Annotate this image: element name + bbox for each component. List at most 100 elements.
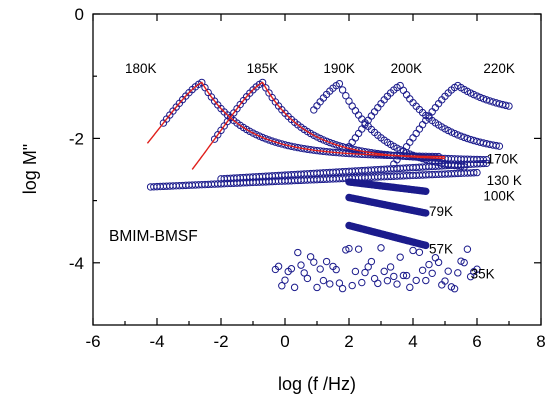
data-point <box>358 125 366 133</box>
data-point <box>338 86 347 94</box>
data-point <box>332 141 340 149</box>
data-point <box>399 271 408 280</box>
data-point <box>450 285 459 293</box>
data-point <box>319 276 328 285</box>
data-point <box>316 265 324 273</box>
data-point <box>422 187 430 195</box>
data-point <box>258 133 267 142</box>
data-point <box>274 262 283 271</box>
series-label: 57K <box>429 241 453 256</box>
data-point <box>367 112 376 120</box>
data-point <box>338 284 347 293</box>
data-point <box>351 134 360 142</box>
chart-marks <box>146 78 513 293</box>
data-point <box>466 135 475 144</box>
x-tick-label: 4 <box>408 332 417 351</box>
data-point <box>399 86 408 95</box>
data-point <box>329 139 337 148</box>
data-point <box>441 277 449 285</box>
data-point <box>348 281 356 290</box>
data-point <box>406 283 414 292</box>
data-point <box>457 132 465 140</box>
data-point <box>444 267 452 275</box>
data-point <box>505 102 513 110</box>
data-point <box>409 134 417 142</box>
fit-lines <box>146 81 446 170</box>
data-point <box>351 107 360 115</box>
series-57K <box>345 221 430 250</box>
data-point <box>425 260 433 269</box>
x-tick-label: 8 <box>536 332 545 351</box>
data-point <box>479 94 488 103</box>
data-point <box>428 269 436 277</box>
data-point <box>383 276 392 285</box>
data-point <box>422 209 430 217</box>
data-point <box>386 263 395 271</box>
data-point <box>406 138 414 146</box>
data-point <box>422 241 430 250</box>
data-point <box>476 93 484 102</box>
data-point <box>297 261 305 269</box>
x-tick-label: 6 <box>472 332 481 351</box>
data-point <box>332 265 340 274</box>
data-point <box>482 159 491 167</box>
data-point <box>492 141 500 150</box>
series-label: 180K <box>125 61 157 76</box>
data-point <box>396 253 404 261</box>
data-point <box>402 142 411 151</box>
data-point <box>310 258 318 266</box>
data-point <box>428 108 436 116</box>
data-point <box>313 283 321 292</box>
series-35K <box>271 244 481 293</box>
data-point <box>377 244 385 252</box>
data-point <box>306 253 315 261</box>
data-point <box>278 282 286 290</box>
data-point <box>495 142 504 150</box>
data-point <box>258 78 267 87</box>
series-label: 220K <box>483 61 515 76</box>
data-point <box>460 258 468 267</box>
data-point <box>370 108 379 116</box>
data-point <box>348 102 356 110</box>
fit-line <box>191 81 446 170</box>
y-tick-label: 0 <box>75 5 84 24</box>
series-79K <box>345 193 430 217</box>
series-label: 190K <box>323 61 355 76</box>
data-point <box>322 257 331 266</box>
data-point <box>268 137 276 145</box>
series-label: 185K <box>247 61 279 76</box>
data-point <box>342 92 350 100</box>
x-tick-label: -2 <box>213 332 228 351</box>
data-point <box>354 129 363 138</box>
x-tick-label: 2 <box>344 332 353 351</box>
data-point <box>294 248 302 257</box>
series-label: 35K <box>471 266 495 281</box>
data-point <box>351 267 360 276</box>
data-point <box>364 263 372 271</box>
data-point <box>358 278 366 287</box>
series-label: 79K <box>429 204 453 219</box>
x-axis-ticks: -6 -4 -2 0 2 4 6 8 <box>85 14 546 351</box>
data-point <box>262 135 270 143</box>
series-label: 130 K <box>487 173 522 188</box>
data-point <box>418 120 427 129</box>
data-point <box>409 246 417 255</box>
data-point <box>290 283 299 292</box>
x-tick-label: -6 <box>85 332 100 351</box>
data-point <box>415 248 424 256</box>
data-point <box>380 267 388 276</box>
data-point <box>335 79 344 88</box>
data-point <box>319 136 328 144</box>
y-tick-label: -4 <box>69 254 84 273</box>
data-point <box>335 279 344 287</box>
data-point <box>463 245 472 253</box>
x-tick-label: 0 <box>280 332 289 351</box>
data-point <box>473 168 481 177</box>
y-axis-title: log M" <box>20 144 40 194</box>
x-axis-title: log (f /Hz) <box>278 374 356 394</box>
data-point <box>422 276 430 285</box>
data-point <box>486 97 494 105</box>
data-point <box>354 245 363 253</box>
data-point <box>390 272 398 281</box>
